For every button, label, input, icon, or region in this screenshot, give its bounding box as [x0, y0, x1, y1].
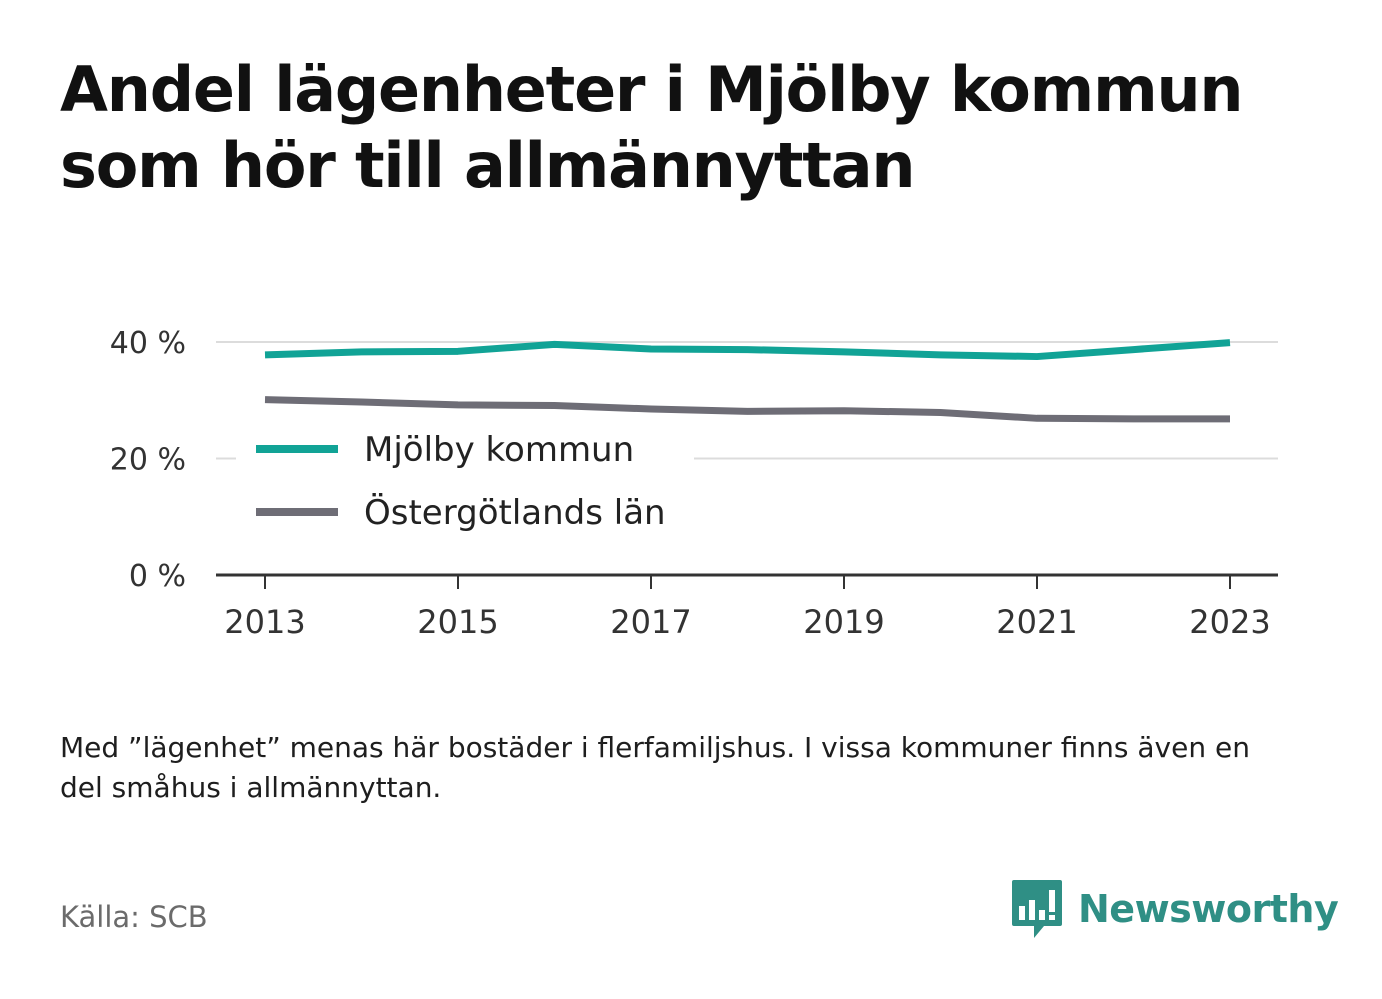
y-tick-label: 40 % — [110, 326, 186, 361]
legend-label: Östergötlands län — [364, 492, 666, 533]
newsworthy-logo-icon — [1012, 880, 1062, 938]
series-lines — [264, 339, 1231, 423]
x-tick-label: 2019 — [803, 603, 884, 641]
y-tick-label: 20 % — [110, 443, 186, 478]
legend-background — [236, 416, 694, 544]
x-tick-label: 2021 — [996, 603, 1077, 641]
series-line — [264, 396, 1230, 423]
y-tick-label: 0 % — [129, 559, 186, 594]
x-tick-label: 2013 — [224, 603, 305, 641]
x-tick-label: 2023 — [1189, 603, 1270, 641]
legend: Mjölby kommun Östergötlands län — [256, 430, 666, 533]
x-axis-ticks: 2013 2015 2017 2019 2021 2023 — [224, 575, 1271, 641]
series-line — [264, 339, 1231, 361]
y-axis-ticks: 0 % 20 % 40 % — [110, 326, 186, 594]
brand-logo: Newsworthy — [1010, 878, 1339, 940]
x-tick-label: 2015 — [417, 603, 498, 641]
brand-name: Newsworthy — [1078, 887, 1339, 931]
legend-label: Mjölby kommun — [364, 430, 634, 470]
chart-title: Andel lägenheter i Mjölby kommun som hör… — [60, 53, 1244, 202]
x-tick-label: 2017 — [610, 603, 691, 641]
source-credit: Källa: SCB — [60, 900, 208, 934]
chart-note: Med ”lägenhet” menas här bostäder i fler… — [60, 731, 1250, 804]
